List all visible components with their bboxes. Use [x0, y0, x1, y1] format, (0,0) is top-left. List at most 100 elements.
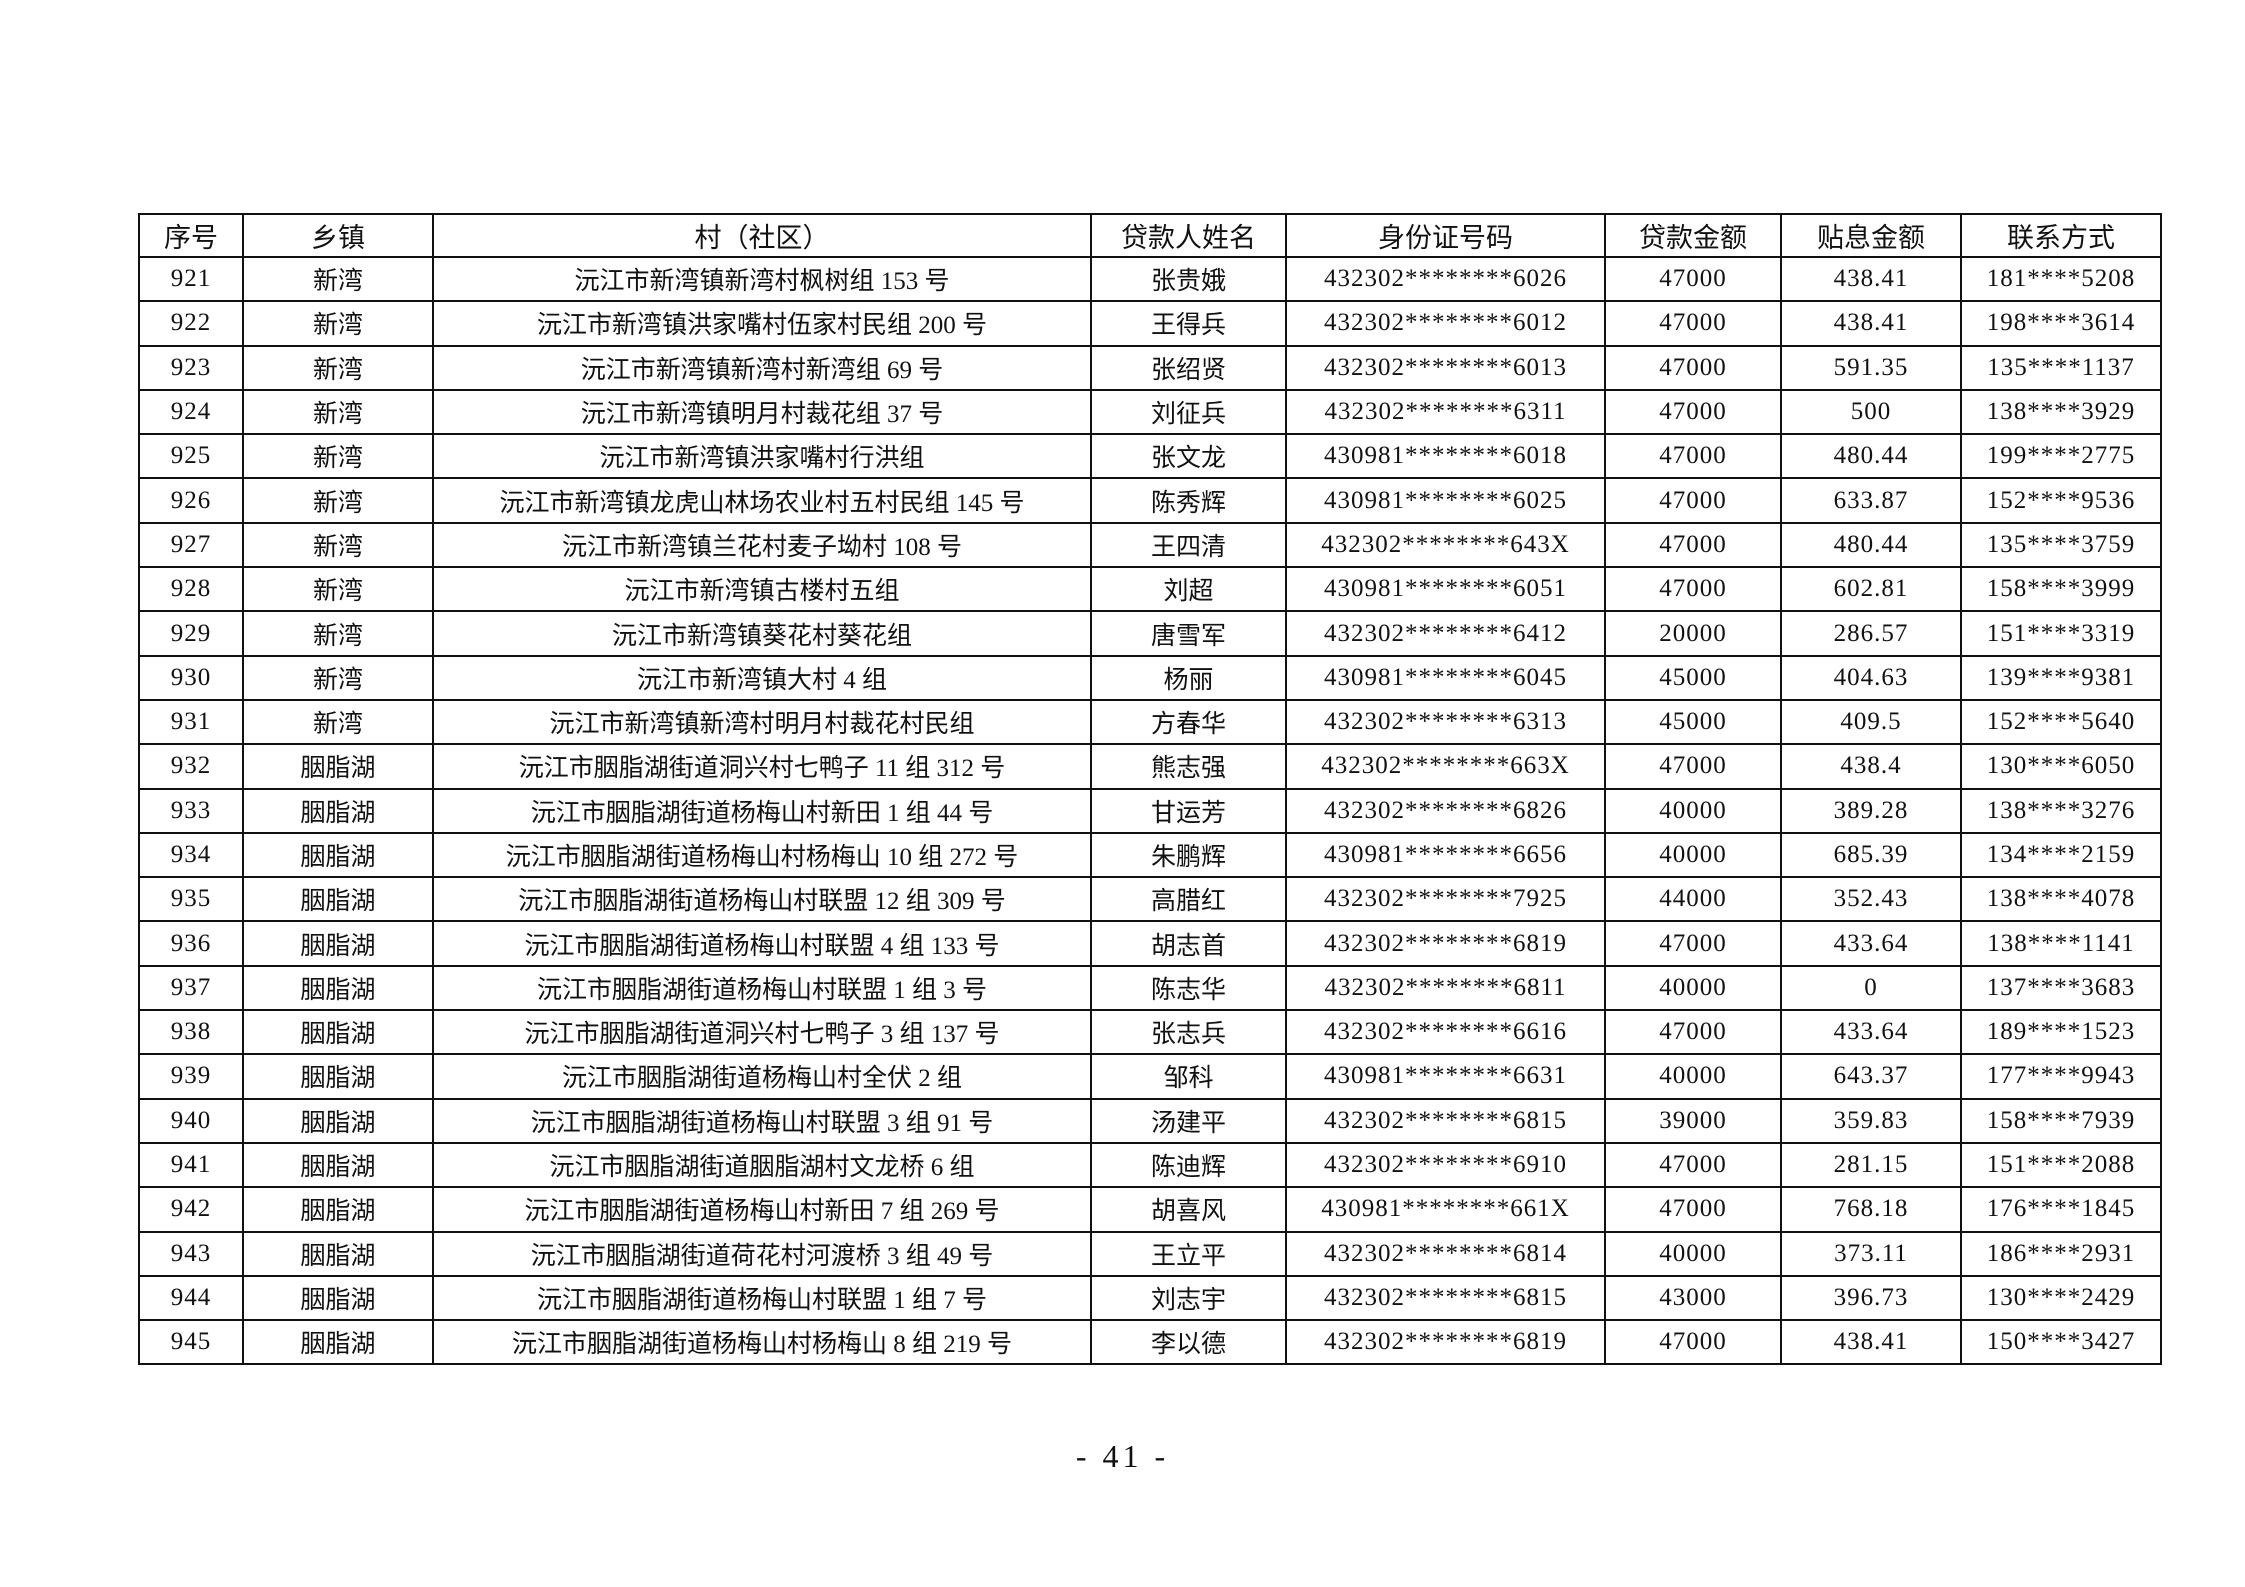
id-number-cell: 432302********7925 [1285, 876, 1606, 923]
index-cell: 925 [138, 433, 244, 480]
table-row: 923 新湾 沅江市新湾镇新湾村新湾组 69 号张绍贤 432302********6… [138, 344, 2162, 391]
index-cell: 941 [138, 1141, 244, 1189]
subsidy-amount-cell: 286.57 [1780, 610, 1962, 657]
village-cell: 沅江市新湾镇新湾村新湾组 69 号 [432, 344, 1092, 391]
township-cell: 新湾 [242, 477, 434, 524]
index-cell: 936 [138, 920, 244, 967]
village-cell: 沅江市胭脂湖街道杨梅山村联盟 1 组 3 号 [432, 964, 1092, 1012]
contact-cell: 134****2159 [1960, 831, 2162, 879]
loan-amount-cell: 40000 [1604, 787, 1782, 834]
contact-cell: 139****9381 [1960, 654, 2162, 701]
contact-cell: 151****2088 [1960, 1141, 2162, 1189]
contact-cell: 130****2429 [1960, 1274, 2162, 1322]
borrower-name-cell: 王立平 [1090, 1230, 1287, 1277]
loan-amount-cell: 47000 [1604, 1186, 1782, 1233]
loan-amount-cell: 47000 [1604, 477, 1782, 524]
id-number-cell: 432302********6311 [1285, 388, 1606, 436]
id-number-cell: 432302********6026 [1285, 255, 1606, 303]
village-cell: 沅江市新湾镇明月村裁花组 37 号 [432, 388, 1092, 436]
village-cell: 沅江市胭脂湖街道杨梅山村联盟 3 组 91 号 [432, 1097, 1092, 1144]
subsidy-amount-cell: 352.43 [1780, 876, 1962, 923]
borrower-name-cell: 邹科 [1090, 1053, 1287, 1100]
id-number-cell: 432302********6012 [1285, 300, 1606, 347]
village-cell: 沅江市胭脂湖街道杨梅山村联盟 1 组 7 号 [432, 1274, 1092, 1322]
township-cell: 新湾 [242, 698, 434, 746]
index-cell: 940 [138, 1097, 244, 1144]
index-cell: 927 [138, 521, 244, 569]
loan-amount-cell: 40000 [1604, 1230, 1782, 1277]
loan-amount-cell: 47000 [1604, 521, 1782, 569]
contact-cell: 130****6050 [1960, 743, 2162, 790]
id-number-cell: 430981********6025 [1285, 477, 1606, 524]
subsidy-amount-cell: 438.4 [1780, 743, 1962, 790]
subsidy-amount-cell: 602.81 [1780, 566, 1962, 613]
loan-amount-cell: 45000 [1604, 654, 1782, 701]
index-cell: 931 [138, 698, 244, 746]
loan-amount-cell: 39000 [1604, 1097, 1782, 1144]
township-cell: 胭脂湖 [242, 743, 434, 790]
loan-amount-cell: 47000 [1604, 388, 1782, 436]
table-body: 921 新湾 沅江市新湾镇新湾村枫树组 153 号张贵娥 432302********… [138, 255, 2162, 1366]
table-row: 934 胭脂湖 沅江市胭脂湖街道杨梅山村杨梅山 10 组 272 号朱鹏辉 43098… [138, 831, 2162, 879]
id-number-cell: 432302********6313 [1285, 698, 1606, 746]
subsidy-amount-cell: 480.44 [1780, 433, 1962, 480]
contact-cell: 198****3614 [1960, 300, 2162, 347]
loan-amount-cell: 47000 [1604, 1141, 1782, 1189]
table-row: 931 新湾 沅江市新湾镇新湾村明月村裁花村民组 方春华 432302********6… [138, 698, 2162, 746]
loan-amount-cell: 44000 [1604, 876, 1782, 923]
village-cell: 沅江市胭脂湖街道杨梅山村联盟 4 组 133 号 [432, 920, 1092, 967]
loan-amount-cell: 40000 [1604, 831, 1782, 879]
township-cell: 胭脂湖 [242, 1319, 434, 1366]
township-cell: 胭脂湖 [242, 876, 434, 923]
borrower-name-cell: 刘志宇 [1090, 1274, 1287, 1322]
page-number: - 41 - [1075, 1438, 1170, 1474]
header-subsidy-amount: 贴息金额 [1780, 213, 1962, 258]
table-row: 927 新湾 沅江市新湾镇兰花村麦子坳村 108 号王四清 432302*******… [138, 521, 2162, 569]
subsidy-amount-cell: 359.83 [1780, 1097, 1962, 1144]
id-number-cell: 430981********6631 [1285, 1053, 1606, 1100]
borrower-name-cell: 刘征兵 [1090, 388, 1287, 436]
header-index: 序号 [138, 213, 244, 258]
township-cell: 胭脂湖 [242, 1186, 434, 1233]
village-cell: 沅江市胭脂湖街道杨梅山村全伏 2 组 [432, 1053, 1092, 1100]
subsidy-amount-cell: 591.35 [1780, 344, 1962, 391]
township-cell: 胭脂湖 [242, 1097, 434, 1144]
subsidy-amount-cell: 500 [1780, 388, 1962, 436]
id-number-cell: 432302********6826 [1285, 787, 1606, 834]
borrower-name-cell: 张志兵 [1090, 1009, 1287, 1056]
subsidy-amount-cell: 404.63 [1780, 654, 1962, 701]
index-cell: 928 [138, 566, 244, 613]
contact-cell: 151****3319 [1960, 610, 2162, 657]
loan-amount-cell: 43000 [1604, 1274, 1782, 1322]
header-village: 村（社区） [432, 213, 1092, 258]
borrower-name-cell: 陈迪辉 [1090, 1141, 1287, 1189]
village-cell: 沅江市新湾镇龙虎山林场农业村五村民组 145 号 [432, 477, 1092, 524]
loan-amount-cell: 47000 [1604, 743, 1782, 790]
header-id-number: 身份证号码 [1285, 213, 1606, 258]
borrower-name-cell: 方春华 [1090, 698, 1287, 746]
township-cell: 新湾 [242, 344, 434, 391]
subsidy-amount-cell: 409.5 [1780, 698, 1962, 746]
subsidy-amount-cell: 633.87 [1780, 477, 1962, 524]
index-cell: 926 [138, 477, 244, 524]
id-number-cell: 432302********6815 [1285, 1274, 1606, 1322]
subsidy-amount-cell: 389.28 [1780, 787, 1962, 834]
id-number-cell: 432302********6412 [1285, 610, 1606, 657]
table-row: 943 胭脂湖 沅江市胭脂湖街道荷花村河渡桥 3 组 49 号王立平 432302**… [138, 1230, 2162, 1277]
contact-cell: 199****2775 [1960, 433, 2162, 480]
borrower-name-cell: 熊志强 [1090, 743, 1287, 790]
contact-cell: 177****9943 [1960, 1053, 2162, 1100]
table-row: 926 新湾 沅江市新湾镇龙虎山林场农业村五村民组 145 号陈秀辉 430981**… [138, 477, 2162, 524]
table-row: 937 胭脂湖 沅江市胭脂湖街道杨梅山村联盟 1 组 3 号陈志华 432302***… [138, 964, 2162, 1012]
table-row: 932 胭脂湖 沅江市胭脂湖街道洞兴村七鸭子 11 组 312 号熊志强 432302… [138, 743, 2162, 790]
contact-cell: 176****1845 [1960, 1186, 2162, 1233]
header-township: 乡镇 [242, 213, 434, 258]
village-cell: 沅江市新湾镇兰花村麦子坳村 108 号 [432, 521, 1092, 569]
township-cell: 胭脂湖 [242, 964, 434, 1012]
contact-cell: 138****4078 [1960, 876, 2162, 923]
contact-cell: 138****3929 [1960, 388, 2162, 436]
index-cell: 929 [138, 610, 244, 657]
table-row: 944 胭脂湖 沅江市胭脂湖街道杨梅山村联盟 1 组 7 号刘志宇 432302***… [138, 1274, 2162, 1322]
table-row: 936 胭脂湖 沅江市胭脂湖街道杨梅山村联盟 4 组 133 号胡志首 432302*… [138, 920, 2162, 967]
id-number-cell: 432302********6811 [1285, 964, 1606, 1012]
